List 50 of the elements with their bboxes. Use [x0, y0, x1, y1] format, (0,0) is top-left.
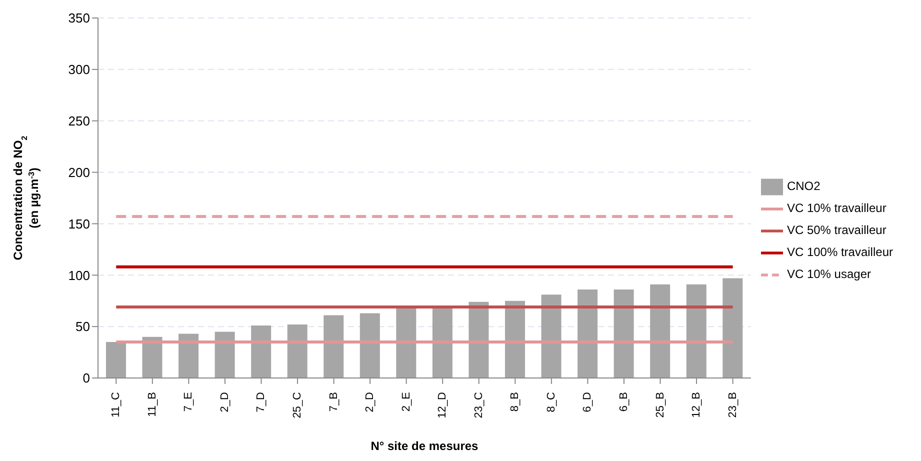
x-tick-label: 23_B	[726, 392, 739, 418]
x-tick-label: 8_C	[545, 392, 558, 412]
bar	[396, 307, 416, 378]
bar	[541, 294, 562, 378]
x-tick-label: 2_D	[364, 392, 376, 412]
bar	[578, 290, 598, 378]
bar	[287, 324, 308, 378]
x-tick-label: 8_B	[509, 392, 522, 412]
legend-label: VC 50% travailleur	[786, 222, 886, 237]
y-tick-label: 50	[76, 319, 90, 334]
x-axis-title: N° site de mesures	[370, 439, 479, 453]
bar	[722, 278, 743, 378]
x-tick-label: 7_E	[182, 392, 195, 412]
legend-label: VC 10% usager	[786, 266, 871, 281]
y-tick-label: 300	[68, 62, 90, 78]
x-tick-label: 11_B	[146, 392, 158, 417]
y-tick-label: 250	[68, 113, 90, 128]
legend-label: VC 100% travailleur	[786, 244, 893, 259]
x-tick-label: 25_C	[292, 392, 304, 418]
legend-label: CNO2	[786, 178, 820, 193]
bar	[360, 313, 380, 378]
bar	[650, 284, 670, 378]
bar	[214, 332, 235, 378]
y-tick-label: 200	[68, 164, 90, 180]
y-tick-label: 350	[68, 10, 90, 26]
bar	[432, 307, 452, 378]
x-tick-label: 23_C	[472, 392, 485, 418]
bar	[686, 284, 706, 378]
x-tick-label: 12_B	[690, 392, 703, 418]
bar	[251, 326, 272, 378]
x-tick-label: 6_B	[618, 392, 630, 412]
bar	[505, 300, 525, 378]
x-tick-label: 11_C	[110, 392, 122, 418]
x-tick-label: 25_B	[654, 392, 666, 418]
bar	[324, 315, 344, 378]
x-tick-label: 7_B	[328, 392, 340, 412]
x-tick-label: 7_D	[255, 392, 268, 412]
y-tick-label: 150	[68, 216, 90, 232]
legend-label: VC 10% travailleur	[786, 200, 886, 215]
bar	[178, 334, 199, 378]
y-tick-label: 0	[82, 370, 90, 386]
x-tick-label: 2_E	[400, 392, 412, 412]
y-tick-label: 100	[68, 268, 90, 283]
bar	[614, 290, 634, 378]
bar	[142, 336, 162, 378]
x-tick-label: 12_D	[436, 392, 449, 418]
x-tick-label: 6_D	[582, 392, 594, 412]
x-tick-label: 2_D	[218, 392, 231, 412]
bar	[106, 342, 126, 378]
bar	[468, 302, 489, 378]
